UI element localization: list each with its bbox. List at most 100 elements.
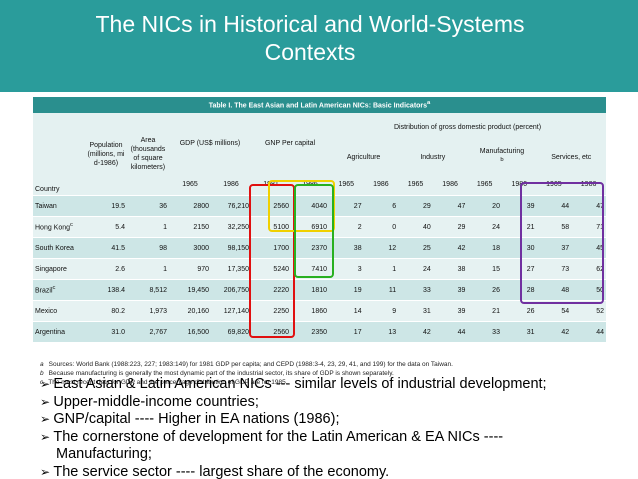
value-cell: 42 [398,321,433,342]
value-cell: 970 [169,258,211,280]
data-table: Table I. The East Asian and Latin Americ… [33,97,606,342]
header-sector: Agriculture [329,141,399,173]
table-row: Hong Kongc 5.4 1 2150 32,250 5100 6910 2 0 40 29 24… [33,216,606,238]
value-cell: 1810 [291,279,329,301]
value-cell: 31.0 [85,321,127,342]
value-cell: 47 [571,195,606,217]
footnote: a Sources: World Bank (1988:223, 227; 198… [40,360,600,369]
header-year: 1986 [501,173,537,196]
value-cell: 19 [329,279,364,301]
value-cell: 25 [398,237,433,259]
country-cell: Taiwan [33,195,85,217]
value-cell: 13 [363,321,399,342]
header-year: 1965 [329,173,364,196]
value-cell: 44 [571,321,606,342]
country-name: Brazil [35,287,53,295]
value-cell: 76,210 [211,195,251,217]
value-cell: 44 [536,195,572,217]
value-cell: 37 [536,237,572,259]
value-cell: 39 [432,279,468,301]
value-cell: 7410 [291,258,329,280]
value-cell: 17 [329,321,364,342]
sector-name: Agriculture [346,153,381,161]
header-year: 1965 [398,173,433,196]
value-cell: 71 [571,216,606,238]
header-year: 1965 [536,173,572,196]
country-name: South Korea [35,244,74,252]
value-cell: 15 [467,258,502,280]
header-sector: Services, etc [536,141,606,173]
footnote: b Because manufacturing is generally the … [40,369,600,378]
value-cell: 38 [329,237,364,259]
table-row: Mexico 80.2 1,973 20,160 127,140 2250 1860 14 9 3… [33,300,606,322]
value-cell: 41.5 [85,237,127,259]
value-cell: 29 [432,216,468,238]
value-cell: 2250 [251,300,291,322]
value-cell: 5.4 [85,216,127,238]
value-cell: 27 [501,258,537,280]
footnote-marker: a [40,361,44,368]
header-population: Population (millions, mid-1986) [85,113,127,196]
value-cell: 58 [536,216,572,238]
country-name: Singapore [35,265,67,273]
table-row: Taiwan 19.5 36 2800 76,210 2560 4040 27 6 29 47 20 3… [33,195,606,217]
header-gnp: GNP Per capital [251,113,329,173]
value-cell: 1 [363,258,399,280]
value-cell: 28 [501,279,537,301]
header-year: 1965 [169,173,211,196]
note-marker: b [500,156,504,163]
country-name: Mexico [35,307,58,315]
header-row: Country Population (millions, mid-1986) Ar… [33,113,606,196]
value-cell: 19,450 [169,279,211,301]
table-row: South Korea 41.5 98 3000 98,150 1700 2370 38 12 2… [33,237,606,259]
value-cell: 45 [571,237,606,259]
value-cell: 29 [398,195,433,217]
value-cell: 21 [501,216,537,238]
value-cell: 6910 [291,216,329,238]
value-cell: 54 [536,300,572,322]
header-year: 1986 [363,173,399,196]
value-cell: 33 [398,279,433,301]
header-sector: Industry [398,141,468,173]
value-cell: 11 [363,279,399,301]
header-year: 1986 [211,173,251,196]
value-cell: 2560 [251,195,291,217]
value-cell: 32,250 [211,216,251,238]
table-row: Singapore 2.6 1 970 17,350 5240 7410 3 1 24 38 15 27… [33,258,606,280]
table-row: Argentina 31.0 2,767 16,500 69,820 2560 2350 17… [33,321,606,342]
note-marker: c [70,222,73,229]
table-row: Brazilc 138.4 8,512 19,450 206,750 2220 1810 19… [33,279,606,301]
country-cell: Brazilc [33,279,85,301]
bullet-list: East Asian & Latin American NICs --- sim… [40,376,600,479]
value-cell: 62 [571,258,606,280]
footnote-text: Because manufacturing is generally the m… [48,370,394,377]
value-cell: 73 [536,258,572,280]
value-cell: 27 [329,195,364,217]
value-cell: 127,140 [211,300,251,322]
value-cell: 2220 [251,279,291,301]
country-cell: Mexico [33,300,85,322]
country-cell: Argentina [33,321,85,342]
value-cell: 21 [467,300,502,322]
slide-title: The NICs in Historical and World-Systems… [95,11,525,65]
bullet: GNP/capital ---- Higher in EA nations (1… [40,411,600,429]
value-cell: 24 [398,258,433,280]
value-cell: 98 [127,237,169,259]
value-cell: 1 [127,216,169,238]
value-cell: 39 [432,300,468,322]
value-cell: 206,750 [211,279,251,301]
highlight-green [294,184,334,278]
header-distribution: Distribution of gross domestic product (… [329,113,606,141]
country-name: Taiwan [35,202,57,210]
value-cell: 2 [329,216,364,238]
country-name: Argentina [35,328,65,336]
value-cell: 50 [571,279,606,301]
header-year: 1986 [432,173,468,196]
value-cell: 5240 [251,258,291,280]
value-cell: 69,820 [211,321,251,342]
value-cell: 44 [432,321,468,342]
value-cell: 36 [127,195,169,217]
value-cell: 18 [467,237,502,259]
value-cell: 26 [467,279,502,301]
value-cell: 40 [398,216,433,238]
